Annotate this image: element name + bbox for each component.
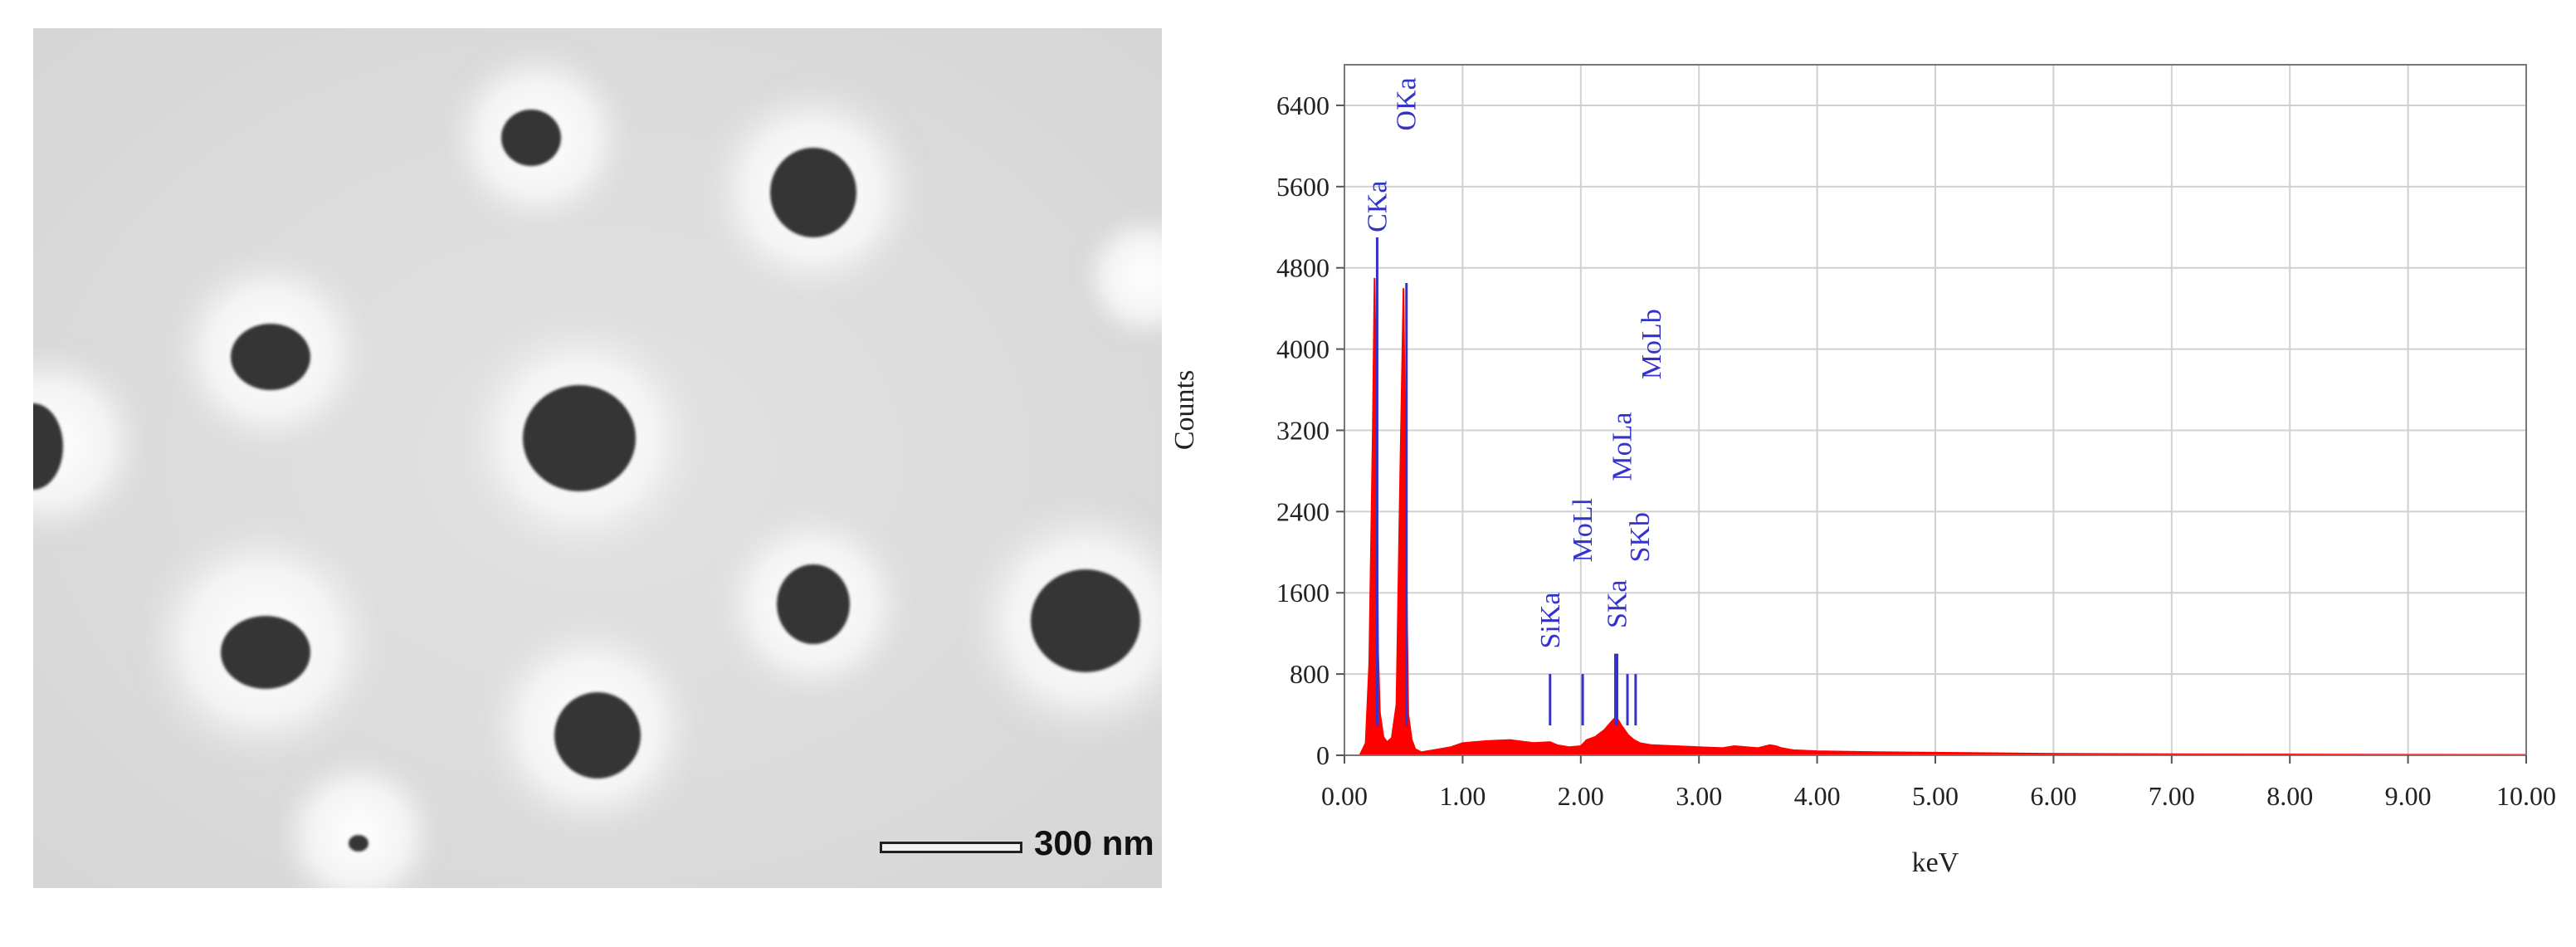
- y-tick-label: 2400: [1276, 496, 1329, 526]
- pore: [770, 148, 856, 237]
- pore: [523, 385, 636, 491]
- element-label-molb: MoLb: [1637, 309, 1667, 379]
- x-tick-label: 7.00: [2149, 781, 2195, 811]
- element-label-sika: SiKa: [1535, 593, 1566, 649]
- pore: [221, 616, 310, 689]
- x-tick-label: 0.00: [1321, 781, 1368, 811]
- pore: [33, 403, 63, 490]
- x-tick-label: 2.00: [1558, 781, 1604, 811]
- y-tick-label: 1600: [1276, 578, 1329, 608]
- element-label-skb: SKb: [1625, 512, 1656, 562]
- x-tick-label: 10.00: [2496, 781, 2556, 811]
- element-label-ska: SKa: [1603, 579, 1633, 628]
- y-tick-label: 4000: [1276, 334, 1329, 364]
- spectrum-series: [1358, 277, 2527, 756]
- y-tick-label: 800: [1290, 659, 1329, 689]
- pore: [1031, 569, 1140, 672]
- pore: [501, 110, 561, 166]
- x-tick-label: 4.00: [1794, 781, 1841, 811]
- y-tick-label: 4800: [1276, 253, 1329, 283]
- sem-micrograph: [33, 28, 1162, 888]
- element-label-mola: MoLa: [1608, 412, 1638, 481]
- pore: [231, 324, 310, 390]
- x-tick-label: 8.00: [2266, 781, 2313, 811]
- y-tick-label: 0: [1316, 740, 1329, 770]
- x-tick-label: 6.00: [2030, 781, 2076, 811]
- y-axis-label: Counts: [1169, 370, 1200, 450]
- x-tick-label: 9.00: [2385, 781, 2432, 811]
- element-label-moll: MoLl: [1568, 498, 1598, 562]
- element-label-oka: OKa: [1392, 77, 1422, 130]
- element-label-cka: CKa: [1362, 181, 1393, 232]
- scale-bar-label: 300 nm: [1034, 823, 1154, 862]
- x-tick-label: 5.00: [1912, 781, 1959, 811]
- x-axis-label: keV: [1912, 847, 1959, 878]
- y-tick-label: 6400: [1276, 90, 1329, 120]
- y-tick-label: 3200: [1276, 415, 1329, 445]
- x-tick-label: 3.00: [1676, 781, 1722, 811]
- pore: [554, 692, 641, 779]
- eds-spectrum-chart: 0.00 1.00 2.00 3.00 4.00 5.00 6.00 7.00 8.00 9.00…: [1169, 64, 2556, 878]
- pore: [777, 564, 850, 644]
- x-tick-label: 1.00: [1439, 781, 1486, 811]
- eds-spectrum-panel: 0.00 1.00 2.00 3.00 4.00 5.00 6.00 7.00 8.00 9.00…: [1162, 0, 2576, 947]
- pore: [349, 835, 368, 852]
- scale-bar-line: [880, 842, 1022, 853]
- sem-image-panel: 300 nm: [33, 28, 1162, 888]
- y-tick-label: 5600: [1276, 172, 1329, 202]
- scale-bar: 300 nm: [880, 823, 1162, 888]
